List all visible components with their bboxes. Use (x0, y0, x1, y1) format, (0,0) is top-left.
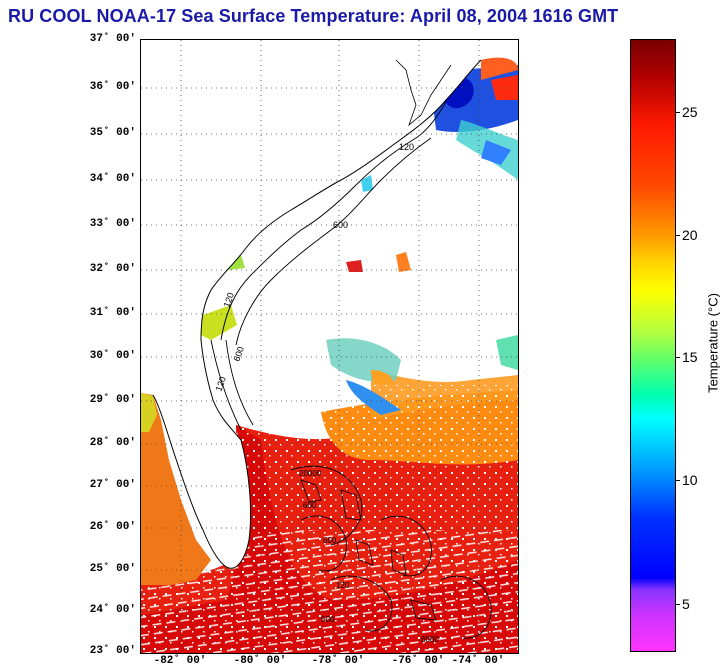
lat-label-23: 23˚ 00' (89, 645, 136, 657)
contour-label: 600 (321, 615, 335, 624)
contour-label: 600 (303, 501, 317, 510)
contour-label: 120 (399, 142, 414, 152)
lat-label-31: 31˚ 00' (89, 307, 136, 319)
lat-label-37: 37˚ 00' (89, 33, 136, 45)
lat-label-26: 26˚ 00' (89, 521, 136, 533)
contour-label: 120 (336, 581, 350, 590)
lon-label-74: -74˚ 00' (451, 655, 505, 667)
lat-label-25: 25˚ 00' (89, 563, 136, 575)
colorbar-tick-10: 10 (682, 472, 698, 488)
lon-label-80: -80˚ 00' (233, 655, 287, 667)
lat-label-27: 27˚ 00' (89, 479, 136, 491)
sst-map[interactable]: 120 600 120 600 120 20000 600 600 120 60… (140, 39, 519, 654)
sst-map-canvas: 120 600 120 600 120 20000 600 600 120 60… (141, 40, 518, 653)
lat-label-29: 29˚ 00' (89, 394, 136, 406)
contour-label: 120 (221, 291, 236, 309)
colorbar-tick-5: 5 (682, 596, 690, 612)
lat-label-36: 36˚ 00' (89, 81, 136, 93)
colorbar-tick-25: 25 (682, 104, 698, 120)
contour-label: 120 (213, 375, 228, 393)
shelf-yellow-patch (201, 305, 237, 340)
contour-label: 600 (323, 536, 337, 545)
lat-label-28: 28˚ 00' (89, 437, 136, 449)
lat-label-35: 35˚ 00' (89, 127, 136, 139)
lon-label-78: -78˚ 00' (311, 655, 365, 667)
lon-label-82: -82˚ 00' (153, 655, 207, 667)
gulf-of-mexico (141, 393, 211, 585)
map-title: RU COOL NOAA-17 Sea Surface Temperature:… (8, 6, 619, 26)
temperature-colorbar (630, 39, 676, 652)
bahamas-islands (300, 479, 437, 621)
contour-600 (235, 137, 432, 346)
contour-label: 600 (333, 220, 348, 230)
lat-label-33: 33˚ 00' (89, 218, 136, 230)
lat-label-32: 32˚ 00' (89, 263, 136, 275)
contour-label: 6000 (421, 635, 439, 644)
southeast-coastline (141, 40, 481, 340)
contour-label: 600 (231, 345, 246, 363)
lat-label-30: 30˚ 00' (89, 350, 136, 362)
lon-label-76: -76˚ 00' (391, 655, 445, 667)
colorbar-tick-15: 15 (682, 349, 698, 365)
colorbar-label: Temperature (°C) (705, 293, 721, 393)
florida-landmass (141, 340, 251, 569)
lat-label-34: 34˚ 00' (89, 173, 136, 185)
contour-120 (220, 101, 447, 341)
lat-label-24: 24˚ 00' (89, 604, 136, 616)
graticule (141, 40, 518, 653)
colorbar-tick-20: 20 (682, 227, 698, 243)
contour-label: 20000 (299, 469, 322, 478)
